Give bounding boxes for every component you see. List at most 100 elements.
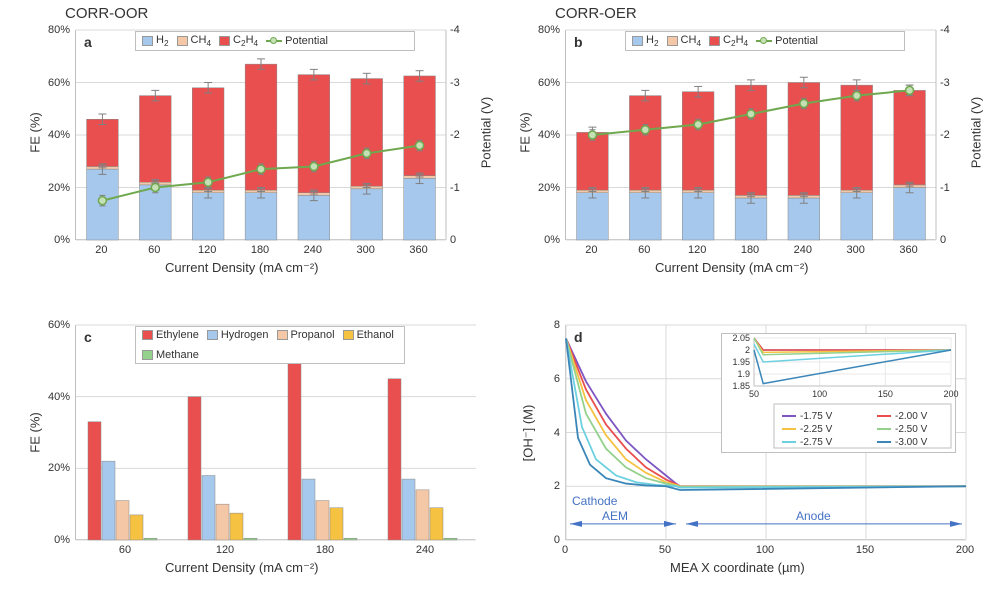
xtick: 60 xyxy=(638,244,650,256)
xtick: 0 xyxy=(562,544,568,556)
svg-text:1.85: 1.85 xyxy=(732,381,750,391)
ytick: 60% xyxy=(30,319,70,331)
svg-text:-2.75 V: -2.75 V xyxy=(800,437,833,448)
ytick: 40% xyxy=(30,391,70,403)
panel-a-plot: a xyxy=(75,30,445,240)
panel-b-plot: b xyxy=(565,30,935,240)
legend-item: CH4 xyxy=(667,34,701,48)
xtick: 180 xyxy=(741,244,759,256)
panel-d-xlabel: MEA X coordinate (µm) xyxy=(670,560,805,575)
legend-item: C2H4 xyxy=(219,34,258,48)
ytick: 20% xyxy=(520,182,560,194)
panel-b-label: b xyxy=(574,34,583,50)
xtick: 20 xyxy=(585,244,597,256)
xtick: 120 xyxy=(216,544,234,556)
panel-a-label: a xyxy=(84,34,92,50)
ytick: 2 xyxy=(530,480,560,492)
xtick: 200 xyxy=(956,544,974,556)
legend-item: Potential xyxy=(756,35,818,47)
legend-item: H2 xyxy=(142,34,169,48)
ytick: 80% xyxy=(520,24,560,36)
ytick: 80% xyxy=(30,24,70,36)
y2tick: -3 xyxy=(450,77,460,89)
legend-item: Propanol xyxy=(277,329,335,341)
xtick: 150 xyxy=(856,544,874,556)
ytick: 0% xyxy=(30,534,70,546)
panel-a-title: CORR-OOR xyxy=(65,5,148,22)
panel-a-xlabel: Current Density (mA cm⁻²) xyxy=(165,260,319,276)
panel-d-label: d xyxy=(574,329,583,345)
legend-item: Ethanol xyxy=(343,329,394,341)
panel-d-inset: 1.851.91.9522.0550100150200-1.75 V-2.00 … xyxy=(721,333,956,453)
xtick: 20 xyxy=(95,244,107,256)
svg-text:-1.75 V: -1.75 V xyxy=(800,411,833,422)
svg-text:50: 50 xyxy=(749,389,759,399)
legend-item: Methane xyxy=(142,349,199,361)
xtick: 50 xyxy=(659,544,671,556)
y2tick: -3 xyxy=(940,77,950,89)
ytick: 0 xyxy=(530,534,560,546)
ytick: 20% xyxy=(30,182,70,194)
xtick: 120 xyxy=(688,244,706,256)
panel-d-inset-svg: 1.851.91.9522.0550100150200-1.75 V-2.00 … xyxy=(722,334,957,454)
panel-b-y2label: Potential (V) xyxy=(968,97,983,169)
panel-d-plot: d CathodeAEMAnode 1.851.91.9522.05501001… xyxy=(565,325,965,540)
ytick: 6 xyxy=(530,373,560,385)
panel-c-xlabel: Current Density (mA cm⁻²) xyxy=(165,560,319,576)
legend-item: CH4 xyxy=(177,34,211,48)
panel-b: CORR-OER b H2CH4C2H4Potential FE (%) Pot… xyxy=(510,5,980,295)
svg-text:2: 2 xyxy=(745,345,750,355)
ytick: 40% xyxy=(520,129,560,141)
panel-d: d CathodeAEMAnode 1.851.91.9522.05501001… xyxy=(510,305,980,595)
svg-text:2.05: 2.05 xyxy=(732,333,750,343)
svg-text:200: 200 xyxy=(943,389,958,399)
y2tick: 0 xyxy=(940,234,946,246)
xtick: 100 xyxy=(756,544,774,556)
ytick: 60% xyxy=(520,77,560,89)
y2tick: -4 xyxy=(450,24,460,36)
legend-item: C2H4 xyxy=(709,34,748,48)
legend-item: Ethylene xyxy=(142,329,199,341)
ytick: 20% xyxy=(30,462,70,474)
panel-a-svg xyxy=(76,30,446,240)
xtick: 300 xyxy=(357,244,375,256)
xtick: 300 xyxy=(847,244,865,256)
ytick: 8 xyxy=(530,319,560,331)
y2tick: -1 xyxy=(450,182,460,194)
xtick: 60 xyxy=(119,544,131,556)
ytick: 60% xyxy=(30,77,70,89)
svg-text:1.95: 1.95 xyxy=(732,357,750,367)
xtick: 360 xyxy=(899,244,917,256)
panel-a-legend: H2 CH4 C2H4 Potential xyxy=(135,31,415,51)
panel-c: c EthyleneHydrogenPropanolEthanolMethane… xyxy=(20,305,490,595)
svg-text:-2.50 V: -2.50 V xyxy=(895,424,928,435)
y2tick: -2 xyxy=(450,129,460,141)
svg-text:Anode: Anode xyxy=(796,509,831,523)
panel-a: CORR-OOR a H2CH4C2H4Potential FE (%) Pot… xyxy=(20,5,490,295)
panel-c-legend: Ethylene Hydrogen Propanol Ethanol Methane xyxy=(135,326,405,364)
svg-text:-3.00 V: -3.00 V xyxy=(895,437,928,448)
svg-text:Cathode: Cathode xyxy=(572,494,618,508)
panel-b-svg xyxy=(566,30,936,240)
svg-text:-2.25 V: -2.25 V xyxy=(800,424,833,435)
xtick: 240 xyxy=(304,244,322,256)
xtick: 240 xyxy=(416,544,434,556)
panel-a-y2label: Potential (V) xyxy=(478,97,493,169)
svg-text:1.9: 1.9 xyxy=(737,369,750,379)
legend-item: Hydrogen xyxy=(207,329,269,341)
xtick: 180 xyxy=(251,244,269,256)
svg-text:100: 100 xyxy=(812,389,827,399)
panel-b-title: CORR-OER xyxy=(555,5,637,22)
xtick: 240 xyxy=(794,244,812,256)
panel-b-legend: H2 CH4 C2H4 Potential xyxy=(625,31,905,51)
panel-c-ylabel: FE (%) xyxy=(28,412,43,452)
ytick: 4 xyxy=(530,427,560,439)
xtick: 360 xyxy=(409,244,427,256)
y2tick: 0 xyxy=(450,234,456,246)
y2tick: -2 xyxy=(940,129,950,141)
legend-item: Potential xyxy=(266,35,328,47)
ytick: 0% xyxy=(30,234,70,246)
xtick: 120 xyxy=(198,244,216,256)
ytick: 0% xyxy=(520,234,560,246)
legend-item: H2 xyxy=(632,34,659,48)
